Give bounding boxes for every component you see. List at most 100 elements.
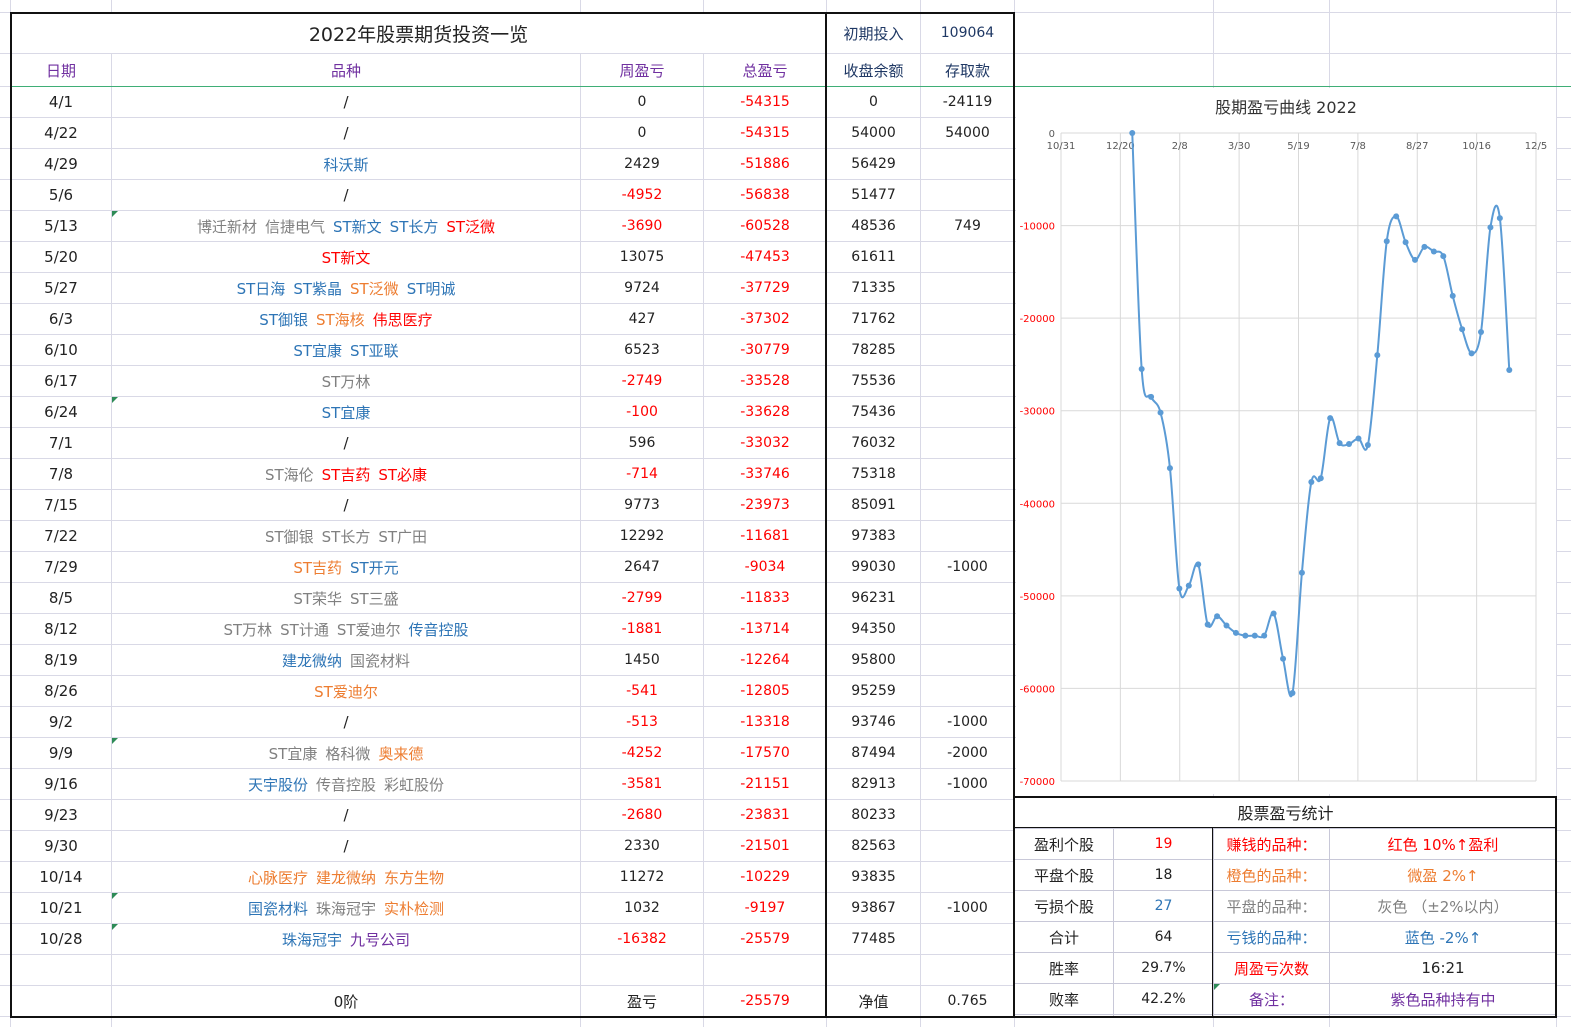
row-deposit-cell[interactable]: -1000: [921, 769, 1014, 799]
row-deposit-cell[interactable]: [921, 831, 1014, 861]
row-weekly-pnl-cell[interactable]: 12292: [581, 521, 703, 551]
footer-variety-cell[interactable]: 0阶: [112, 986, 580, 1016]
row-deposit-cell[interactable]: [921, 521, 1014, 551]
row-date-cell[interactable]: 7/22: [11, 521, 111, 551]
row-total-pnl-cell[interactable]: -54315: [704, 87, 826, 117]
row-variety-cell[interactable]: /: [112, 87, 580, 117]
stats-legend-value-cell[interactable]: 紫色品种持有中: [1330, 984, 1556, 1014]
stats-value-cell[interactable]: 64: [1114, 922, 1213, 952]
row-total-pnl-cell[interactable]: -37302: [704, 304, 826, 334]
row-weekly-pnl-cell[interactable]: 11272: [581, 862, 703, 892]
row-balance-cell[interactable]: 80233: [827, 800, 920, 830]
row-balance-cell[interactable]: 71335: [827, 273, 920, 303]
stats-legend-label-cell[interactable]: 平盘的品种：: [1214, 891, 1329, 921]
row-variety-cell[interactable]: /: [112, 707, 580, 737]
row-balance-cell[interactable]: 0: [827, 87, 920, 117]
row-variety-cell[interactable]: /: [112, 118, 580, 148]
stats-value-cell[interactable]: 18: [1114, 860, 1213, 890]
row-weekly-pnl-cell[interactable]: -3690: [581, 211, 703, 241]
row-date-cell[interactable]: 5/20: [11, 242, 111, 272]
header-total-cell[interactable]: 总盈亏: [704, 54, 826, 86]
row-deposit-cell[interactable]: [921, 180, 1014, 210]
row-deposit-cell[interactable]: [921, 149, 1014, 179]
row-date-cell[interactable]: 4/29: [11, 149, 111, 179]
row-balance-cell[interactable]: 78285: [827, 335, 920, 365]
row-variety-cell[interactable]: 珠海冠宇 九号公司: [112, 924, 580, 954]
row-total-pnl-cell[interactable]: -12264: [704, 645, 826, 675]
row-total-pnl-cell[interactable]: -33528: [704, 366, 826, 396]
row-variety-cell[interactable]: /: [112, 428, 580, 458]
row-deposit-cell[interactable]: -1000: [921, 707, 1014, 737]
footer-weekly-label-cell[interactable]: 盈亏: [581, 986, 703, 1016]
row-deposit-cell[interactable]: [921, 428, 1014, 458]
row-variety-cell[interactable]: ST宜康 ST亚联: [112, 335, 580, 365]
row-weekly-pnl-cell[interactable]: -513: [581, 707, 703, 737]
row-date-cell[interactable]: 6/3: [11, 304, 111, 334]
row-weekly-pnl-cell[interactable]: 1450: [581, 645, 703, 675]
row-weekly-pnl-cell[interactable]: 13075: [581, 242, 703, 272]
stats-legend-label-cell[interactable]: 亏钱的品种：: [1214, 922, 1329, 952]
row-total-pnl-cell[interactable]: -54315: [704, 118, 826, 148]
row-total-pnl-cell[interactable]: -13318: [704, 707, 826, 737]
row-variety-cell[interactable]: ST万林: [112, 366, 580, 396]
sheet-title-cell[interactable]: 2022年股票期货投资一览: [11, 13, 826, 53]
row-date-cell[interactable]: 5/27: [11, 273, 111, 303]
stats-legend-value-cell[interactable]: 灰色 （±2%以内）: [1330, 891, 1556, 921]
row-weekly-pnl-cell[interactable]: -4952: [581, 180, 703, 210]
stats-value-cell[interactable]: 19: [1114, 829, 1213, 859]
footer-balance-label-cell[interactable]: 净值: [827, 986, 920, 1016]
stats-label-cell[interactable]: 盈利个股: [1015, 829, 1113, 859]
row-total-pnl-cell[interactable]: -60528: [704, 211, 826, 241]
row-variety-cell[interactable]: /: [112, 180, 580, 210]
row-balance-cell[interactable]: 87494: [827, 738, 920, 768]
stats-legend-label-cell[interactable]: 备注：: [1214, 984, 1329, 1014]
row-deposit-cell[interactable]: [921, 800, 1014, 830]
row-variety-cell[interactable]: ST吉药 ST开元: [112, 552, 580, 582]
row-weekly-pnl-cell[interactable]: -2799: [581, 583, 703, 613]
row-weekly-pnl-cell[interactable]: -541: [581, 676, 703, 706]
row-total-pnl-cell[interactable]: -21151: [704, 769, 826, 799]
row-date-cell[interactable]: 7/15: [11, 490, 111, 520]
header-date-cell[interactable]: 日期: [11, 54, 111, 86]
row-weekly-pnl-cell[interactable]: 6523: [581, 335, 703, 365]
row-date-cell[interactable]: 9/23: [11, 800, 111, 830]
row-total-pnl-cell[interactable]: -56838: [704, 180, 826, 210]
row-balance-cell[interactable]: 56429: [827, 149, 920, 179]
stats-label-cell[interactable]: 亏损个股: [1015, 891, 1113, 921]
row-total-pnl-cell[interactable]: -37729: [704, 273, 826, 303]
row-deposit-cell[interactable]: -1000: [921, 552, 1014, 582]
row-total-pnl-cell[interactable]: -10229: [704, 862, 826, 892]
row-variety-cell[interactable]: ST新文: [112, 242, 580, 272]
row-total-pnl-cell[interactable]: -33032: [704, 428, 826, 458]
row-variety-cell[interactable]: /: [112, 490, 580, 520]
row-weekly-pnl-cell[interactable]: -714: [581, 459, 703, 489]
row-balance-cell[interactable]: 97383: [827, 521, 920, 551]
row-date-cell[interactable]: 9/30: [11, 831, 111, 861]
row-date-cell[interactable]: 9/2: [11, 707, 111, 737]
row-weekly-pnl-cell[interactable]: -2749: [581, 366, 703, 396]
row-total-pnl-cell[interactable]: -23831: [704, 800, 826, 830]
row-date-cell[interactable]: 8/26: [11, 676, 111, 706]
row-deposit-cell[interactable]: -1000: [921, 893, 1014, 923]
stats-legend-value-cell[interactable]: 红色 10%↑盈利: [1330, 829, 1556, 859]
row-total-pnl-cell[interactable]: -11681: [704, 521, 826, 551]
row-variety-cell[interactable]: 心脉医疗 建龙微纳 东方生物: [112, 862, 580, 892]
row-deposit-cell[interactable]: [921, 366, 1014, 396]
row-deposit-cell[interactable]: [921, 490, 1014, 520]
row-weekly-pnl-cell[interactable]: 2647: [581, 552, 703, 582]
row-balance-cell[interactable]: 82913: [827, 769, 920, 799]
stats-legend-label-cell[interactable]: 赚钱的品种：: [1214, 829, 1329, 859]
row-balance-cell[interactable]: 75436: [827, 397, 920, 427]
row-balance-cell[interactable]: 95259: [827, 676, 920, 706]
row-deposit-cell[interactable]: -2000: [921, 738, 1014, 768]
row-total-pnl-cell[interactable]: -23973: [704, 490, 826, 520]
row-weekly-pnl-cell[interactable]: -4252: [581, 738, 703, 768]
row-date-cell[interactable]: 6/24: [11, 397, 111, 427]
row-balance-cell[interactable]: 77485: [827, 924, 920, 954]
row-date-cell[interactable]: 10/28: [11, 924, 111, 954]
header-weekly-cell[interactable]: 周盈亏: [581, 54, 703, 86]
row-balance-cell[interactable]: 85091: [827, 490, 920, 520]
row-deposit-cell[interactable]: [921, 242, 1014, 272]
row-weekly-pnl-cell[interactable]: 0: [581, 87, 703, 117]
row-deposit-cell[interactable]: [921, 459, 1014, 489]
